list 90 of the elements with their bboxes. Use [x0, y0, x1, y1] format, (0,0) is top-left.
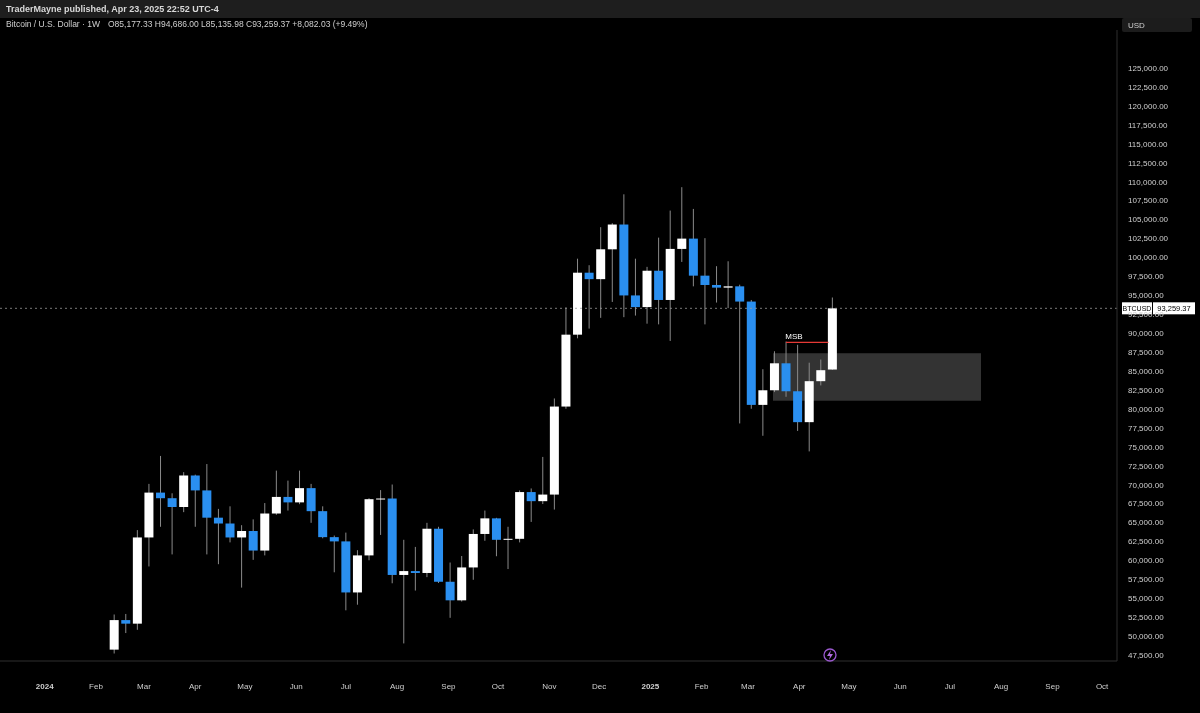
x-tick-label: Oct: [491, 682, 506, 691]
candlestick: [735, 284, 745, 424]
y-tick-label: 117,500.00: [1128, 120, 1168, 130]
chart-title: Bitcoin / U.S. Dollar · 1W: [6, 19, 100, 29]
x-tick-label: May: [237, 682, 253, 691]
candlestick: [712, 265, 722, 304]
y-tick-label: 57,500.00: [1128, 575, 1165, 585]
candlestick: [491, 517, 501, 557]
y-tick-label: 67,500.00: [1128, 499, 1165, 509]
y-tick-label: 52,500.00: [1128, 613, 1165, 623]
y-tick-label: 120,000.00: [1128, 101, 1169, 111]
x-tick-label: Feb: [694, 682, 710, 691]
x-tick-label: May: [841, 682, 857, 691]
y-tick-label: 102,500.00: [1128, 234, 1169, 244]
candlestick: [156, 455, 166, 528]
candlestick: [271, 470, 281, 516]
candlestick: [700, 237, 710, 325]
y-axis-title: USD: [1128, 21, 1146, 30]
candlestick: [630, 258, 640, 317]
candlestick: [526, 487, 536, 523]
x-tick-label: Aug: [994, 682, 1009, 691]
y-tick-label: 107,500.00: [1128, 196, 1169, 206]
x-tick-label: Mar: [741, 682, 756, 691]
x-tick-label: Feb: [89, 682, 104, 691]
x-tick-label: Nov: [542, 682, 557, 691]
y-tick-label: 125,000.00: [1128, 63, 1169, 73]
candlestick: [376, 489, 386, 536]
candlestick: [816, 359, 826, 386]
candlestick: [248, 518, 258, 561]
y-tick-label: 100,000.00: [1128, 253, 1169, 263]
x-tick-label: Apr: [793, 682, 806, 691]
candlestick: [399, 539, 409, 644]
candlestick: [225, 505, 235, 543]
x-tick-label: 2025: [641, 682, 660, 691]
candlestick: [723, 260, 733, 309]
x-tick-label: Apr: [189, 682, 202, 691]
y-tick-label: 87,500.00: [1128, 347, 1165, 357]
y-tick-label: 47,500.00: [1128, 650, 1165, 660]
y-tick-label: 105,000.00: [1128, 215, 1169, 225]
x-tick-label: Dec: [591, 682, 607, 691]
candlestick: [584, 264, 594, 330]
candlestick: [329, 535, 339, 573]
candlestick: [410, 546, 420, 592]
x-tick-label: Sep: [441, 682, 457, 691]
ref-line-label: MSB: [785, 332, 803, 342]
chart-subtitle: O85,177.33 H94,686.00 L85,135.98 C93,259.37 +8,082.03 (+9.49%): [108, 19, 368, 29]
y-tick-label: 50,000.00: [1128, 632, 1165, 641]
candlestick: [121, 613, 131, 634]
x-tick-label: Jul: [340, 682, 352, 691]
y-tick-label: 112,500.00: [1128, 158, 1168, 168]
x-tick-label: Oct: [1095, 682, 1110, 691]
y-tick-label: 90,000.00: [1128, 329, 1165, 338]
candlestick: [538, 456, 548, 505]
text: TraderMayne published, Apr 23, 2025 22:52 UTC-4: [6, 4, 219, 14]
y-tick-label: 70,000.00: [1128, 480, 1165, 490]
candlestick: [503, 526, 513, 570]
candlestick: [167, 492, 177, 555]
y-tick-label: 97,500.00: [1128, 272, 1165, 282]
candlestick: [677, 186, 687, 263]
x-tick-label: Jun: [289, 682, 303, 691]
candlestick: [480, 510, 490, 542]
x-tick-label: Jun: [893, 682, 907, 691]
candlestick: [758, 368, 768, 437]
y-tick-label: 82,500.00: [1128, 385, 1165, 395]
y-tick-label: 110,000.00: [1128, 177, 1168, 187]
candlestick: [295, 470, 305, 505]
candlestick: [306, 483, 316, 524]
y-tick-label: 122,500.00: [1128, 82, 1169, 92]
y-tick-label: 62,500.00: [1128, 537, 1165, 547]
candlestick: [283, 480, 293, 512]
y-tick-label: 85,000.00: [1128, 366, 1165, 376]
y-tick-label: 75,000.00: [1128, 442, 1165, 452]
x-tick-label: Jul: [944, 682, 956, 691]
candlestick: [190, 474, 200, 528]
y-tick-label: 115,000.00: [1128, 139, 1168, 149]
candlestick: [237, 524, 247, 589]
candlestick: [445, 562, 455, 619]
y-tick-label: 72,500.00: [1128, 461, 1165, 471]
x-tick-label: Mar: [137, 682, 152, 691]
y-tick-label: 55,000.00: [1128, 594, 1165, 604]
y-tick-label: 95,000.00: [1128, 291, 1165, 301]
x-tick-label: Aug: [390, 682, 405, 691]
x-tick-label: Sep: [1045, 682, 1061, 691]
y-tick-label: 77,500.00: [1128, 423, 1165, 433]
x-tick-label: 2024: [35, 682, 55, 691]
y-tick-label: 65,000.00: [1128, 518, 1165, 528]
y-tick-label: 80,000.00: [1128, 404, 1165, 414]
y-tick-label: 60,000.00: [1128, 556, 1165, 566]
candlestick: [213, 508, 223, 565]
y-tick-label: 92,500.00: [1128, 310, 1165, 320]
